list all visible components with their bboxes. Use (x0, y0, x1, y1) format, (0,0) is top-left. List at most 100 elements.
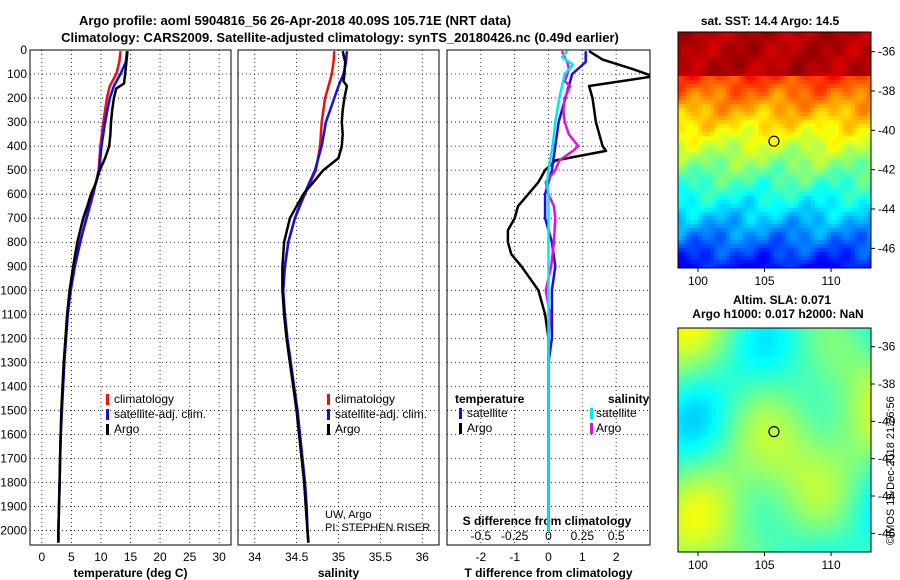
sla-map-cell (822, 532, 828, 538)
sst-map-cell (810, 160, 816, 165)
sla-map-cell (784, 503, 790, 509)
sst-map-cell (798, 172, 804, 177)
sst-map-cell (754, 196, 759, 201)
sla-map-cell (697, 478, 703, 485)
sst-map-cell (854, 72, 860, 77)
sla-map-cell (846, 483, 853, 490)
sst-map-cell (710, 216, 715, 221)
sst-map-cell (682, 252, 687, 257)
sla-map-cell (846, 459, 853, 465)
sst-map-cell (814, 136, 820, 141)
sst-map-cell (810, 180, 816, 185)
sla-map-cell (866, 410, 872, 417)
sst-map-cell (678, 168, 683, 173)
sst-map-cell (730, 224, 735, 229)
sst-map-cell (786, 220, 791, 225)
sst-map-cell (798, 32, 804, 37)
sla-map-cell (760, 508, 766, 514)
sla-map-cell (837, 371, 843, 378)
sst-map-cell (726, 220, 731, 225)
sla-map-cell (837, 474, 843, 480)
sst-map-cell (742, 32, 747, 37)
sst-map-cell (818, 252, 824, 257)
sla-map-cell (716, 337, 722, 344)
sla-map-cell (692, 542, 698, 548)
sla-map-cell (851, 410, 857, 417)
sst-map-cell (802, 204, 808, 209)
sla-map-cell (779, 483, 785, 490)
sla-map-cell (740, 396, 746, 402)
sst-map-cell (838, 248, 844, 253)
sla-map-cell (711, 503, 717, 509)
sla-map-cell (822, 425, 828, 431)
sla-map-cell (731, 498, 737, 504)
sst-map-cell (738, 236, 743, 241)
sla-map-cell (793, 337, 800, 344)
sst-map-cell (686, 36, 691, 41)
sst-map-cell (778, 140, 783, 145)
sla-map-cell (721, 542, 727, 548)
sla-map-cell (750, 362, 756, 368)
sst-map-cell (770, 48, 775, 53)
sst-map-cell (678, 196, 683, 201)
sla-map-cell (731, 328, 737, 334)
sst-map-cell (722, 256, 727, 261)
salinity-annotation-line-2: PI: STEPHEN RISER (325, 522, 430, 534)
sst-map-cell (834, 68, 840, 73)
sla-map-cell (803, 469, 809, 475)
sla-map-cell (740, 332, 746, 339)
sla-map-cell (711, 517, 717, 524)
sst-map-cell (850, 176, 856, 181)
sla-map-cell (702, 347, 708, 353)
sst-map-cell (822, 252, 828, 257)
sst-map-cell (762, 64, 767, 69)
sst-map-cell (678, 120, 683, 125)
sla-map-cell (793, 352, 800, 358)
sst-map-cell (822, 256, 828, 261)
sla-map-cell (842, 381, 848, 387)
sst-map-cell (698, 84, 703, 89)
sla-map-cell (808, 454, 814, 460)
sst-map-cell (698, 112, 703, 117)
sla-map-cell (832, 391, 838, 397)
sst-map-cell (854, 204, 860, 209)
sst-map-cell (714, 192, 719, 197)
sla-map-cell (697, 488, 703, 494)
sst-map-cell (830, 160, 836, 165)
sst-map-cell (750, 264, 755, 269)
sst-map-cell (678, 200, 683, 205)
sla-map-cell (774, 532, 780, 538)
sst-map-cell (726, 184, 731, 189)
sla-map-cell (716, 415, 722, 421)
sst-map-cell (758, 96, 763, 101)
sla-map-cell (817, 508, 824, 514)
sla-map-cell (740, 449, 746, 456)
sst-map-cell (806, 228, 812, 233)
sst-map-cell (738, 244, 743, 249)
sla-map-cell (798, 435, 804, 441)
sst-map-cell (722, 48, 727, 53)
sst-map-cell (702, 144, 707, 149)
sla-map-cell (735, 440, 742, 446)
sst-map-cell (734, 112, 739, 117)
sla-map-cell (740, 503, 746, 509)
sst-map-cell (758, 204, 763, 209)
sla-map-cell (764, 376, 771, 382)
sla-map-cell (740, 410, 746, 417)
sst-map-cell (766, 244, 771, 249)
sst-map-cell (742, 180, 747, 185)
sst-map-cell (726, 60, 731, 65)
sst-map-cell (718, 68, 723, 73)
sla-map-cell (687, 474, 693, 480)
sst-map-cell (790, 136, 795, 141)
sst-map-cell (830, 264, 836, 269)
sst-map-cell (850, 112, 856, 117)
sla-map-cell (813, 376, 819, 382)
sst-map-cell (866, 48, 872, 53)
sst-map-cell (678, 248, 683, 253)
sla-map-cell (716, 376, 722, 382)
sst-map-cell (702, 60, 707, 65)
sst-map-cell (754, 224, 759, 229)
sla-map-cell (832, 396, 838, 402)
sst-map-cell (862, 176, 868, 181)
